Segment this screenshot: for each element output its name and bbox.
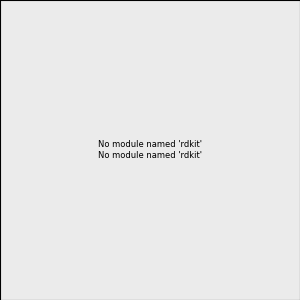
Text: No module named 'rdkit'
No module named 'rdkit': No module named 'rdkit' No module named … <box>98 140 202 160</box>
